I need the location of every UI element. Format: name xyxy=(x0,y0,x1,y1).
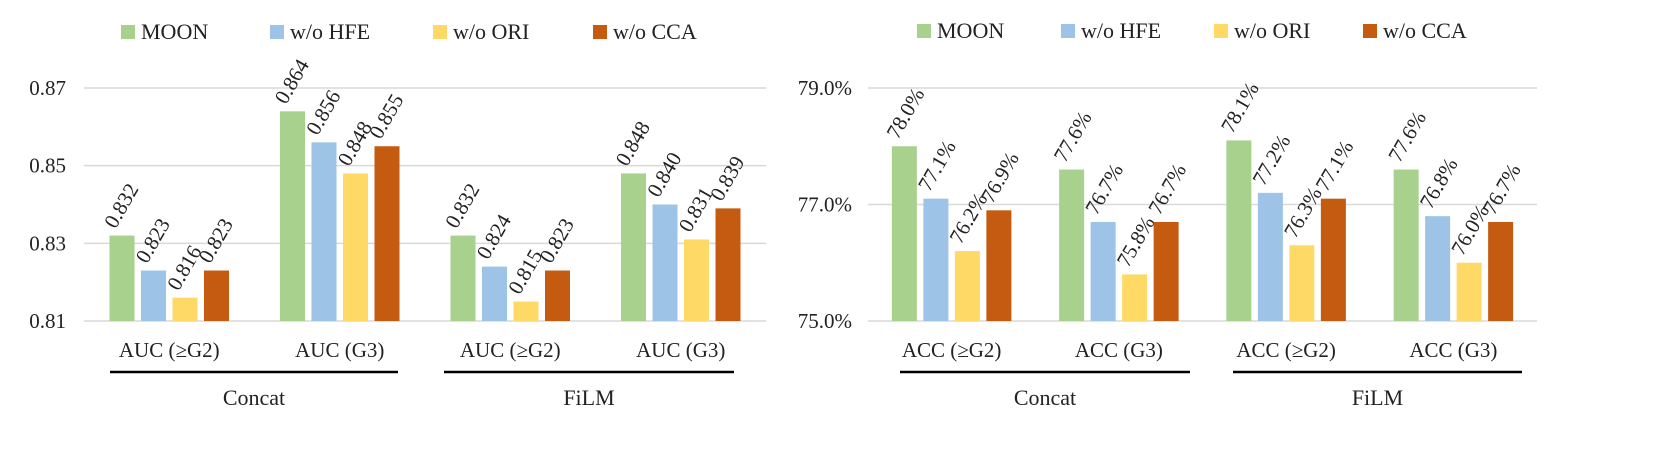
bar-value-label: 0.823 xyxy=(131,214,175,267)
legend-label: MOON xyxy=(141,19,208,44)
bar-value-label: 0.840 xyxy=(642,148,686,201)
y-tick-label: 77.0% xyxy=(798,193,852,217)
bar-w-o-cca-3 xyxy=(545,270,570,321)
legend-label: w/o ORI xyxy=(1234,18,1310,43)
legend-swatch xyxy=(1363,24,1377,38)
bar-value-label: 77.1% xyxy=(1310,136,1358,195)
legend-label: w/o HFE xyxy=(1081,18,1161,43)
bar-w-o-hfe-2 xyxy=(311,142,337,321)
bar-w-o-ori-4 xyxy=(684,239,709,321)
group-label: Concat xyxy=(1014,385,1076,410)
bar-moon-4 xyxy=(621,173,646,321)
bar-moon-1 xyxy=(891,146,917,321)
x-category-label: ACC (G3) xyxy=(1075,338,1163,362)
bar-w-o-ori-1 xyxy=(954,251,980,321)
bar-value-label: 0.864 xyxy=(270,54,315,107)
y-tick-label: 0.83 xyxy=(29,231,66,255)
group-label: FiLM xyxy=(1352,385,1403,410)
bar-moon-2 xyxy=(1059,169,1085,321)
bar-value-label: 0.823 xyxy=(535,214,579,267)
x-category-label: ACC (G3) xyxy=(1409,338,1497,362)
bar-w-o-hfe-3 xyxy=(1257,192,1283,321)
legend-swatch xyxy=(433,25,447,39)
bar-w-o-hfe-4 xyxy=(652,204,678,321)
y-tick-label: 79.0% xyxy=(798,76,852,100)
bar-value-label: 76.7% xyxy=(1143,159,1191,218)
bar-w-o-cca-1 xyxy=(986,210,1012,321)
x-category-label: AUC (≥G2) xyxy=(119,338,220,362)
bar-value-label: 0.839 xyxy=(705,152,749,205)
bar-value-label: 77.6% xyxy=(1049,107,1097,166)
legend-swatch xyxy=(1214,24,1228,38)
bar-w-o-cca-4 xyxy=(1488,221,1514,321)
bar-w-o-hfe-3 xyxy=(482,266,507,321)
bar-value-label: 76.9% xyxy=(976,148,1024,207)
bar-value-label: 0.856 xyxy=(301,86,345,139)
bar-value-label: 76.3% xyxy=(1279,183,1327,242)
bar-moon-4 xyxy=(1393,169,1419,321)
bar-w-o-ori-1 xyxy=(172,297,198,321)
bar-w-o-hfe-1 xyxy=(141,270,166,321)
bar-value-label: 0.823 xyxy=(194,214,238,267)
chart-panel-auc: 0.81 0.83 0.85 0.87 MOON w/o HFE w/o ORI w/o CC… xyxy=(29,19,766,410)
group-label: Concat xyxy=(223,385,285,410)
bar-value-label: 77.2% xyxy=(1247,130,1295,189)
bar-w-o-cca-3 xyxy=(1320,198,1346,321)
legend-swatch xyxy=(1061,24,1075,38)
legend-label: w/o CCA xyxy=(1383,18,1467,43)
bar-value-label: 0.832 xyxy=(99,179,143,232)
bar-w-o-ori-3 xyxy=(513,301,539,321)
bar-value-label: 0.832 xyxy=(440,179,484,232)
x-category-label: AUC (G3) xyxy=(295,338,384,362)
legend-swatch xyxy=(593,25,607,39)
bar-w-o-cca-2 xyxy=(1153,221,1179,321)
bar-w-o-ori-4 xyxy=(1456,262,1482,321)
bar-w-o-hfe-1 xyxy=(923,198,949,321)
bar-w-o-cca-1 xyxy=(204,270,229,321)
y-tick-label: 0.87 xyxy=(29,76,66,100)
bar-value-label: 75.8% xyxy=(1112,212,1160,271)
bar-w-o-hfe-4 xyxy=(1425,216,1451,321)
bar-moon-3 xyxy=(1226,140,1252,321)
bar-value-label: 77.1% xyxy=(913,136,961,195)
bar-moon-2 xyxy=(280,111,305,321)
legend-label: w/o HFE xyxy=(290,19,370,44)
bar-w-o-hfe-2 xyxy=(1090,221,1116,321)
y-tick-label: 0.85 xyxy=(29,154,66,178)
bar-w-o-ori-2 xyxy=(1122,274,1148,321)
x-category-label: ACC (≥G2) xyxy=(1236,338,1336,362)
legend-label: MOON xyxy=(937,18,1004,43)
x-category-label: AUC (G3) xyxy=(636,338,725,362)
bar-w-o-cca-2 xyxy=(374,146,400,321)
legend-swatch xyxy=(121,25,135,39)
bar-value-label: 0.855 xyxy=(364,90,408,143)
bar-value-label: 0.824 xyxy=(472,210,517,263)
chart-panel-acc: 75.0% 77.0% 79.0% MOON w/o HFE w/o ORI w/o CCA… xyxy=(798,18,1537,410)
x-category-label: ACC (≥G2) xyxy=(902,338,1002,362)
group-label: FiLM xyxy=(563,385,614,410)
bar-value-label: 0.848 xyxy=(611,117,655,170)
bar-value-label: 78.1% xyxy=(1216,78,1264,137)
bar-moon-1 xyxy=(109,235,135,321)
legend-swatch xyxy=(270,25,284,39)
bar-w-o-ori-2 xyxy=(343,173,368,321)
bar-w-o-ori-3 xyxy=(1289,245,1315,321)
legend-label: w/o ORI xyxy=(453,19,529,44)
legend-swatch xyxy=(917,24,931,38)
legend-label: w/o CCA xyxy=(613,19,697,44)
bar-value-label: 76.7% xyxy=(1478,159,1526,218)
x-category-label: AUC (≥G2) xyxy=(460,338,561,362)
bar-w-o-cca-4 xyxy=(715,208,741,321)
bar-value-label: 78.0% xyxy=(881,84,929,143)
bar-value-label: 76.7% xyxy=(1080,159,1128,218)
bar-moon-3 xyxy=(450,235,476,321)
y-tick-label: 0.81 xyxy=(29,309,66,333)
bar-value-label: 77.6% xyxy=(1383,107,1431,166)
y-tick-label: 75.0% xyxy=(798,309,852,333)
